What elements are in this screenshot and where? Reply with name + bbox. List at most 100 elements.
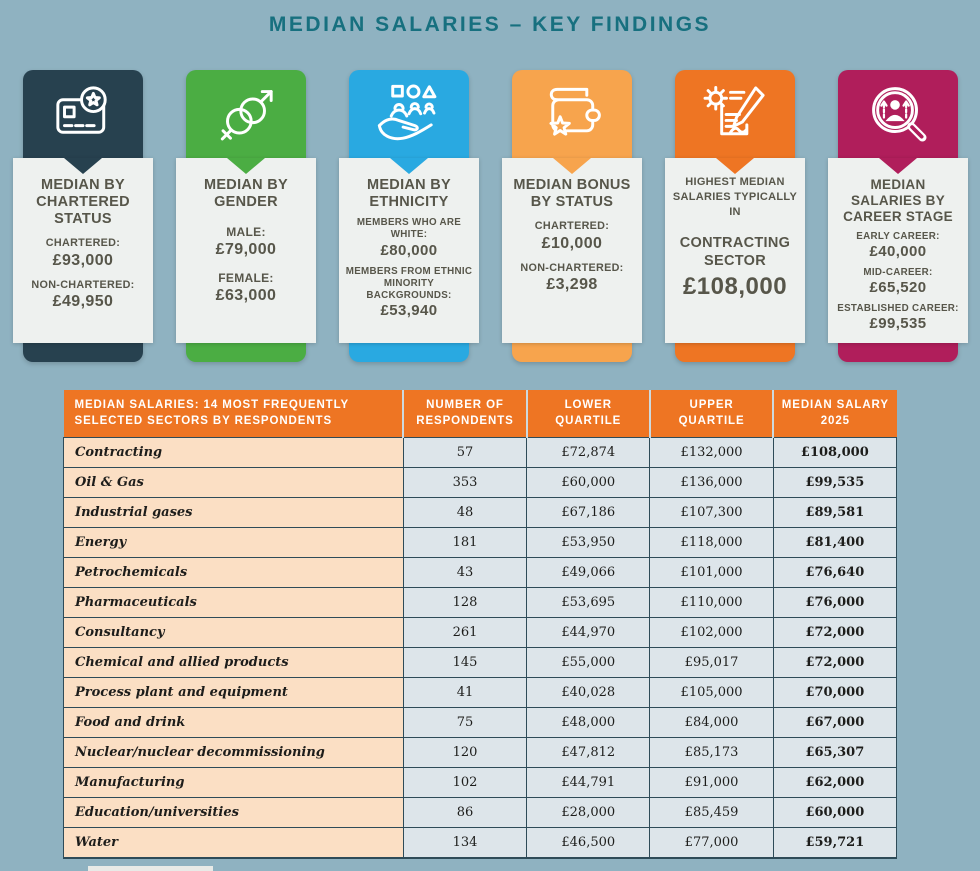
table-row: Education/universities 86 £28,000 £85,45… (63, 797, 898, 829)
stat-label: CHARTERED: (45, 237, 121, 250)
respondents-cell: 134 (402, 827, 528, 860)
stat-label: NON-CHARTERED: (520, 261, 624, 274)
magnifier-person-icon (838, 76, 958, 156)
table-row: Food and drink 75 £48,000 £84,000 £67,00… (63, 707, 898, 739)
upper-quartile-cell: £85,173 (649, 737, 774, 769)
card-panel: HIGHEST MEDIAN SALARIES TYPICALLY IN CON… (665, 158, 805, 343)
lower-quartile-cell: £60,000 (526, 467, 651, 499)
sector-cell: Contracting (63, 437, 404, 469)
stat-value: £10,000 (541, 234, 603, 252)
stat-label: CHARTERED: (534, 220, 610, 233)
median-cell: £70,000 (772, 677, 898, 709)
stat-label: MEMBERS WHO ARE WHITE: (356, 217, 462, 241)
median-cell: £72,000 (772, 647, 898, 679)
median-cell: £59,721 (772, 827, 898, 860)
hand-people-icon (349, 76, 469, 156)
upper-quartile-cell: £84,000 (649, 707, 774, 739)
table-row: Contracting 57 £72,874 £132,000 £108,000 (63, 437, 898, 469)
upper-quartile-cell: £91,000 (649, 767, 774, 799)
median-salaries-table: MEDIAN SALARIES: 14 MOST FREQUENTLY SELE… (63, 390, 898, 860)
card-bonus-status: MEDIAN BONUS BY STATUS CHARTERED: £10,00… (502, 70, 642, 362)
card-chartered-status: MEDIAN BY CHARTERED STATUS CHARTERED: £9… (13, 70, 153, 362)
card-gender: MEDIAN BY GENDER MALE: £79,000 FEMALE: £… (176, 70, 316, 362)
stat-label: ESTABLISHED CAREER: (837, 303, 959, 315)
card-notch (390, 158, 428, 174)
card-highest-sector: HIGHEST MEDIAN SALARIES TYPICALLY IN CON… (665, 70, 805, 362)
lower-quartile-cell: £53,950 (526, 527, 651, 559)
table-header-row: MEDIAN SALARIES: 14 MOST FREQUENTLY SELE… (63, 390, 897, 438)
lower-quartile-cell: £48,000 (526, 707, 651, 739)
stat-value: £108,000 (682, 272, 788, 300)
lower-quartile-cell: £55,000 (526, 647, 651, 679)
upper-quartile-cell: £102,000 (649, 617, 774, 649)
table-header-sector: MEDIAN SALARIES: 14 MOST FREQUENTLY SELE… (63, 390, 404, 438)
sector-cell: Process plant and equipment (63, 677, 404, 709)
card-title: MEDIAN SALARIES BY CAREER STAGE (843, 177, 953, 224)
table-row: Nuclear/nuclear decommissioning 120 £47,… (63, 737, 898, 769)
card-sector: CONTRACTING SECTOR (679, 234, 791, 269)
median-cell: £81,400 (772, 527, 898, 559)
lower-quartile-cell: £44,970 (526, 617, 651, 649)
stat-value: £80,000 (380, 241, 438, 259)
upper-quartile-cell: £95,017 (649, 647, 774, 679)
table-row: Pharmaceuticals 128 £53,695 £110,000 £76… (63, 587, 898, 619)
stat-value: £3,298 (546, 276, 598, 294)
stat-item: CHARTERED: £10,000 (502, 220, 642, 253)
certificate-star-icon (23, 76, 143, 156)
respondents-cell: 120 (402, 737, 528, 769)
respondents-cell: 86 (402, 797, 528, 829)
card-panel: MEDIAN BY GENDER MALE: £79,000 FEMALE: £… (176, 158, 316, 343)
lower-quartile-cell: £67,186 (526, 497, 651, 529)
table-header-median-salary: MEDIAN SALARY 2025 (772, 390, 897, 438)
card-notch (716, 158, 754, 174)
median-cell: £108,000 (772, 437, 898, 469)
stat-item: MID-CAREER: £65,520 (828, 267, 968, 297)
sector-cell: Pharmaceuticals (63, 587, 404, 619)
stat-value: £63,000 (215, 287, 277, 305)
sector-cell: Energy (63, 527, 404, 559)
table-row: Process plant and equipment 41 £40,028 £… (63, 677, 898, 709)
stat-label: MID-CAREER: (863, 267, 933, 278)
median-cell: £62,000 (772, 767, 898, 799)
respondents-cell: 181 (402, 527, 528, 559)
upper-quartile-cell: £77,000 (649, 827, 774, 860)
lower-quartile-cell: £40,028 (526, 677, 651, 709)
sector-cell: Oil & Gas (63, 467, 404, 499)
card-panel: MEDIAN SALARIES BY CAREER STAGE EARLY CA… (828, 158, 968, 343)
stat-item: NON-CHARTERED: £49,950 (13, 279, 153, 312)
lower-quartile-cell: £53,695 (526, 587, 651, 619)
median-cell: £76,640 (772, 557, 898, 589)
stat-item: NON-CHARTERED: £3,298 (502, 262, 642, 295)
stat-value: £65,520 (869, 279, 927, 297)
lower-quartile-cell: £44,791 (526, 767, 651, 799)
card-notch (553, 158, 591, 174)
sector-cell: Chemical and allied products (63, 647, 404, 679)
lower-quartile-cell: £47,812 (526, 737, 651, 769)
stat-item: ESTABLISHED CAREER: £99,535 (828, 303, 968, 333)
respondents-cell: 261 (402, 617, 528, 649)
card-title: MEDIAN BONUS BY STATUS (513, 177, 631, 211)
table-header-lower-quartile: LOWER QUARTILE (525, 390, 650, 438)
upper-quartile-cell: £118,000 (649, 527, 774, 559)
table-row: Chemical and allied products 145 £55,000… (63, 647, 898, 679)
lower-quartile-cell: £46,500 (526, 827, 651, 860)
sector-cell: Industrial gases (63, 497, 404, 529)
contract-pen-icon (675, 76, 795, 156)
card-panel: MEDIAN BY CHARTERED STATUS CHARTERED: £9… (13, 158, 153, 343)
respondents-cell: 43 (402, 557, 528, 589)
respondents-cell: 41 (402, 677, 528, 709)
upper-quartile-cell: £85,459 (649, 797, 774, 829)
stat-item: FEMALE: £63,000 (176, 271, 316, 305)
sector-cell: Food and drink (63, 707, 404, 739)
median-cell: £76,000 (772, 587, 898, 619)
sector-cell: Nuclear/nuclear decommissioning (63, 737, 404, 769)
sector-cell: Consultancy (63, 617, 404, 649)
stat-item: MEMBERS FROM ETHNIC MINORITY BACKGROUNDS… (339, 266, 479, 321)
stat-value: £53,940 (380, 302, 438, 320)
stat-label: NON-CHARTERED: (31, 279, 135, 291)
upper-quartile-cell: £101,000 (649, 557, 774, 589)
median-cell: £65,307 (772, 737, 898, 769)
card-notch (879, 158, 917, 174)
table-row: Oil & Gas 353 £60,000 £136,000 £99,535 (63, 467, 898, 499)
respondents-cell: 128 (402, 587, 528, 619)
